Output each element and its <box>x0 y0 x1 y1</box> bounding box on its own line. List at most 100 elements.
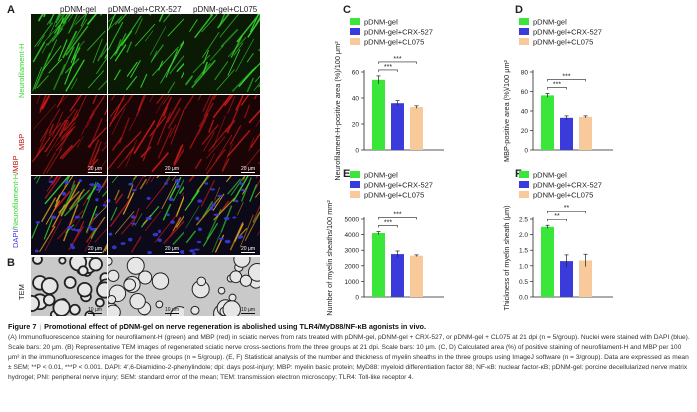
bar-f-1 <box>541 226 554 297</box>
panel-label-b: B <box>7 257 15 269</box>
scale-bar-label: 10 μm <box>241 307 255 313</box>
legend-swatch-f-2 <box>519 181 529 188</box>
legend-swatch-c-3 <box>350 38 360 45</box>
panel-label-a: A <box>7 4 15 16</box>
scale-bar-label: 10 μm <box>88 307 102 313</box>
y-tick-label-d-4: 80 <box>521 70 529 77</box>
sig-label-d-2: *** <box>562 73 570 80</box>
bar-d-3 <box>579 116 592 150</box>
legend-swatch-e-3 <box>350 191 360 198</box>
caption-separator: | <box>39 324 42 331</box>
bar-f-2 <box>560 261 573 297</box>
scale-bar-line <box>88 172 102 173</box>
bar-d-2 <box>560 117 573 150</box>
y-tick-label-e-5: 5000 <box>345 217 360 224</box>
y-tick-label-c-1: 20 <box>352 122 360 129</box>
bar-e-1 <box>372 233 385 297</box>
sig-label-e-1: *** <box>384 219 392 226</box>
scale-bar-line <box>165 172 179 173</box>
scale-bar-line <box>241 172 255 173</box>
scale-bar: 10 μm <box>86 307 104 314</box>
scale-bar: 20 μm <box>239 166 257 173</box>
figure-caption: Figure 7 | Promotional effect of pDNM-gel … <box>8 322 692 382</box>
micrograph-mbp-1: 20 μm <box>31 95 107 175</box>
panel-label-f: F <box>515 168 522 180</box>
sig-bracket-e-2 <box>378 217 417 220</box>
y-tick-label-d-0: 0 <box>524 148 528 155</box>
micrograph-neurofilament-3 <box>184 14 260 94</box>
y-tick-label-f-4: 2.0 <box>519 232 528 239</box>
legend-swatch-e-2 <box>350 181 360 188</box>
column-title-cl075: pDNM-gel+CL075 <box>193 5 258 14</box>
scale-bar-line <box>88 313 102 314</box>
scale-bar-line <box>241 252 255 253</box>
legend-swatch-d-2 <box>519 28 529 35</box>
scale-bar-line <box>241 313 255 314</box>
micrograph-neurofilament-2 <box>108 14 184 94</box>
micrograph-tem-1: 10 μm <box>31 257 107 316</box>
legend-label-c-3: pDNM-gel+CL075 <box>364 38 424 47</box>
scale-bar-line <box>165 252 179 253</box>
legend-label-f-3: pDNM-gel+CL075 <box>533 191 593 200</box>
sig-label-d-1: *** <box>553 81 561 88</box>
legend-swatch-c-1 <box>350 18 360 25</box>
y-tick-label-c-3: 60 <box>352 70 360 77</box>
y-tick-label-f-0: 0.0 <box>519 295 528 302</box>
micrograph-merge-3: 20 μm <box>184 176 260 255</box>
y-axis-label-f: Thickness of myelin sheath (μm) <box>502 205 511 310</box>
legend-swatch-f-1 <box>519 171 529 178</box>
micrograph-merge-2: 20 μm <box>108 176 184 255</box>
y-axis-label-c: Neurofilament-H-positive area (%)/100 μm… <box>333 41 342 181</box>
legend-label-d-3: pDNM-gel+CL075 <box>533 38 593 47</box>
scale-bar: 20 μm <box>86 246 104 253</box>
scale-bar-label: 20 μm <box>88 166 102 172</box>
legend-label-d-1: pDNM-gel <box>533 18 567 27</box>
legend-label-c-2: pDNM-gel+CRX-527 <box>364 28 433 37</box>
bar-c-1 <box>372 79 385 150</box>
y-axis-label-d: MBP-positive area (%)/100 μm² <box>502 59 511 162</box>
scale-bar: 10 μm <box>163 307 181 314</box>
caption-body: (A) Immunofluorescence staining for neur… <box>8 333 690 381</box>
legend-label-e-1: pDNM-gel <box>364 171 398 180</box>
micrograph-tem-3: 10 μm <box>184 257 260 316</box>
legend-label-d-2: pDNM-gel+CRX-527 <box>533 28 602 37</box>
bar-f-3 <box>579 260 592 297</box>
sig-label-e-2: *** <box>393 211 401 218</box>
column-title-pdnm: pDNM-gel <box>60 5 97 14</box>
micrograph-merge-1: 20 μm <box>31 176 107 255</box>
y-tick-label-c-0: 0 <box>355 148 359 155</box>
legend-label-e-3: pDNM-gel+CL075 <box>364 191 424 200</box>
legend-swatch-d-1 <box>519 18 529 25</box>
sig-label-f-1: ** <box>554 213 560 220</box>
scale-bar-line <box>88 252 102 253</box>
y-tick-label-e-3: 3000 <box>345 248 360 255</box>
scale-bar-label: 20 μm <box>241 246 255 252</box>
scale-bar-label: 20 μm <box>165 166 179 172</box>
y-tick-label-d-3: 60 <box>521 89 529 96</box>
y-tick-label-c-2: 40 <box>352 96 360 103</box>
y-tick-label-e-2: 2000 <box>345 263 360 270</box>
sig-bracket-f-2 <box>547 210 586 214</box>
scale-bar: 20 μm <box>163 246 181 253</box>
micrograph-mbp-2: 20 μm <box>108 95 184 175</box>
legend-label-c-1: pDNM-gel <box>364 18 398 27</box>
micrograph-mbp-3: 20 μm <box>184 95 260 175</box>
y-tick-label-e-4: 4000 <box>345 232 360 239</box>
scale-bar-line <box>165 313 179 314</box>
scale-bar-label: 20 μm <box>88 246 102 252</box>
scale-bar-label: 10 μm <box>165 307 179 313</box>
panel-label-e: E <box>343 168 351 180</box>
y-tick-label-d-1: 20 <box>521 128 529 135</box>
scale-bar: 20 μm <box>163 166 181 173</box>
bar-c-2 <box>391 103 404 150</box>
panel-label-c: C <box>343 4 351 16</box>
scale-bar-label: 20 μm <box>165 246 179 252</box>
sig-bracket-c-1 <box>378 69 398 72</box>
sig-label-f-2: ** <box>564 205 570 212</box>
bar-e-3 <box>410 255 423 297</box>
y-tick-label-e-1: 1000 <box>345 279 360 286</box>
sig-bracket-d-2 <box>547 79 586 82</box>
micrograph-neurofilament-1 <box>31 14 107 94</box>
legend-swatch-f-3 <box>519 191 529 198</box>
caption-title: Promotional effect of pDNM-gel on nerve … <box>44 322 427 331</box>
